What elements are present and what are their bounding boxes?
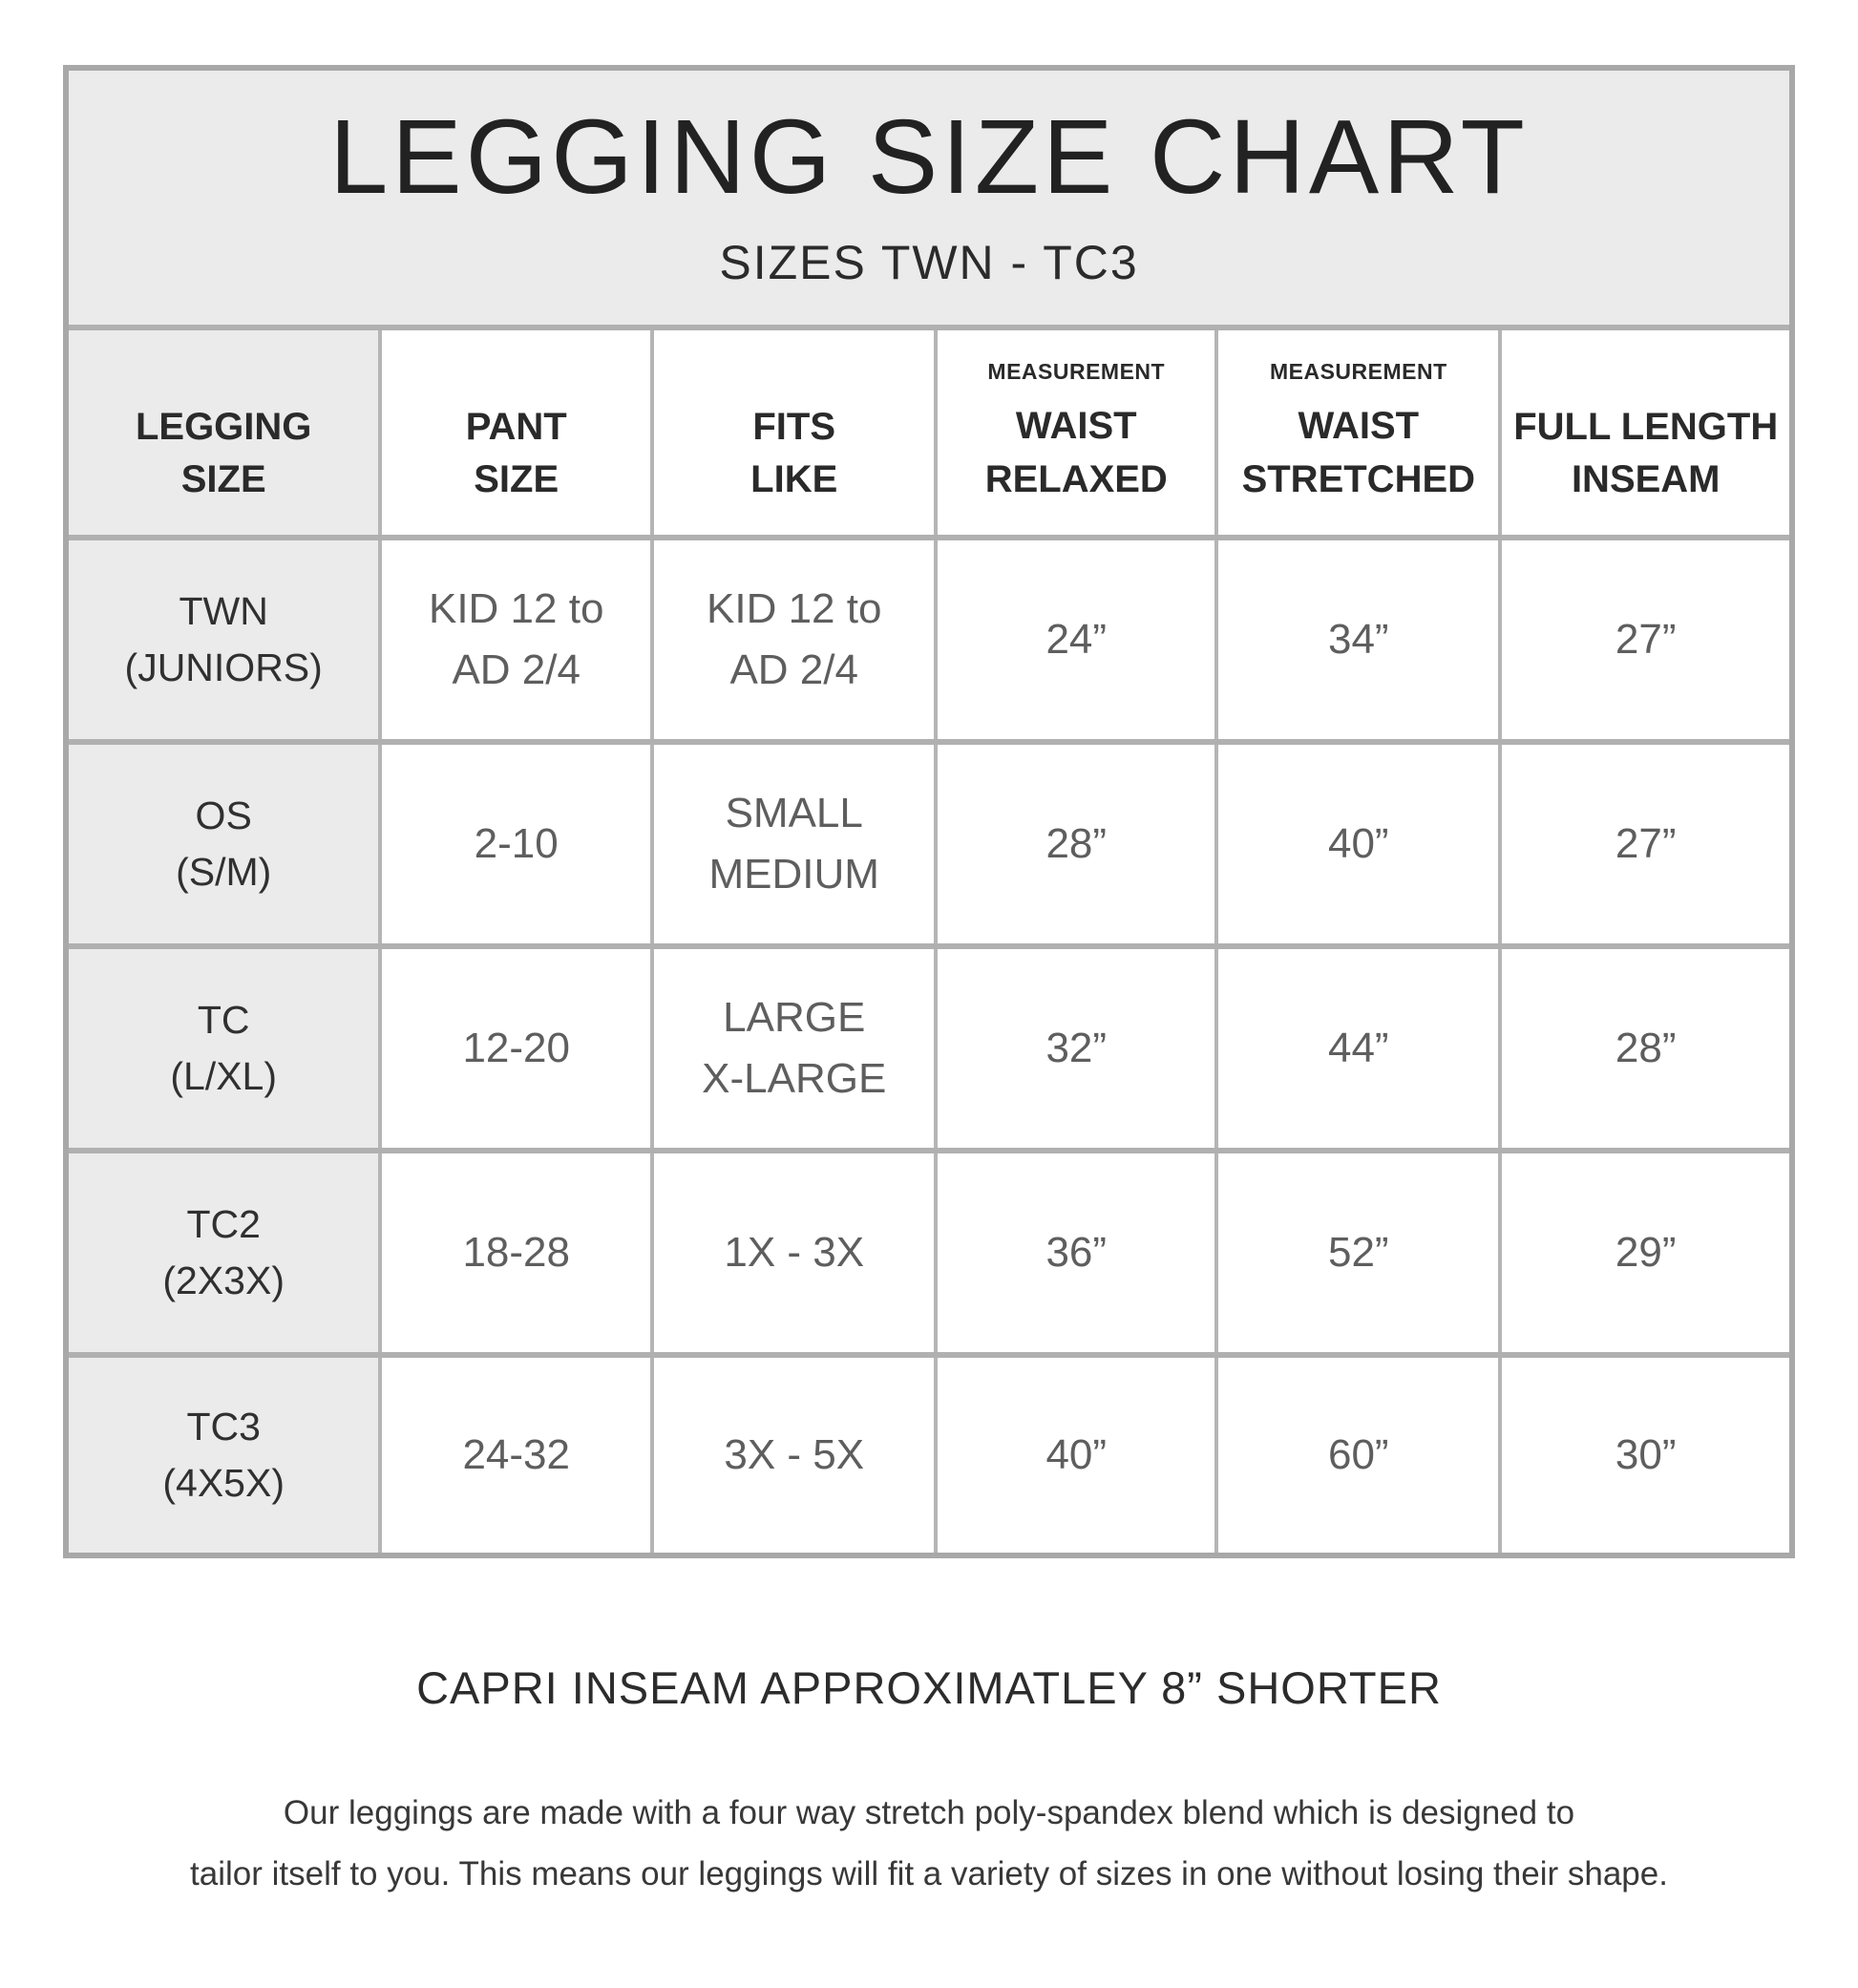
col-header-measurement-label: MEASUREMENT: [1269, 359, 1447, 385]
chart-title: LEGGING SIZE CHART: [329, 98, 1529, 216]
cell-waist-stretched: 52”: [1214, 1153, 1499, 1352]
col-header-full-length-inseam: FULL LENGTH INSEAM: [1498, 330, 1789, 535]
cell-legging-size: OS (S/M): [69, 745, 379, 943]
cell-legging-size: TC2 (2X3X): [69, 1153, 379, 1352]
chart-title-block: LEGGING SIZE CHART SIZES TWN - TC3: [69, 71, 1789, 330]
cell-waist-relaxed: 40”: [934, 1358, 1215, 1553]
cell-full-length-inseam: 27”: [1498, 540, 1789, 739]
footer: CAPRI INSEAM APPROXIMATLEY 8” SHORTER Ou…: [0, 1661, 1858, 1904]
col-header-label: FULL LENGTH INSEAM: [1513, 405, 1779, 500]
cell-full-length-inseam: 29”: [1498, 1153, 1789, 1352]
cell-fits-like: SMALL MEDIUM: [650, 745, 935, 943]
cell-waist-stretched: 44”: [1214, 949, 1499, 1148]
size-chart-card: LEGGING SIZE CHART SIZES TWN - TC3 LEGGI…: [63, 65, 1795, 1558]
cell-waist-relaxed: 36”: [934, 1153, 1215, 1352]
table-row-tc3: TC3 (4X5X) 24-32 3X - 5X 40” 60” 30”: [69, 1352, 1789, 1553]
table-row-twn: TWN (JUNIORS) KID 12 to AD 2/4 KID 12 to…: [69, 535, 1789, 739]
col-header-legging-size: LEGGING SIZE: [69, 330, 379, 535]
cell-fits-like: 1X - 3X: [650, 1153, 935, 1352]
table-row-tc2: TC2 (2X3X) 18-28 1X - 3X 36” 52” 29”: [69, 1148, 1789, 1352]
cell-waist-stretched: 60”: [1214, 1358, 1499, 1553]
cell-pant-size: 2-10: [378, 745, 651, 943]
cell-pant-size: 18-28: [378, 1153, 651, 1352]
fabric-description: Our leggings are made with a four way st…: [190, 1794, 1668, 1893]
cell-pant-size: KID 12 to AD 2/4: [378, 540, 651, 739]
cell-pant-size: 24-32: [378, 1358, 651, 1553]
cell-full-length-inseam: 28”: [1498, 949, 1789, 1148]
col-header-waist-stretched: MEASUREMENT WAIST STRETCHED: [1214, 330, 1499, 535]
cell-legging-size: TWN (JUNIORS): [69, 540, 379, 739]
cell-legging-size: TC3 (4X5X): [69, 1358, 379, 1553]
col-header-label: LEGGING SIZE: [135, 405, 312, 500]
cell-waist-stretched: 34”: [1214, 540, 1499, 739]
col-header-label: WAIST STRETCHED: [1241, 405, 1476, 500]
cell-waist-relaxed: 28”: [934, 745, 1215, 943]
cell-full-length-inseam: 30”: [1498, 1358, 1789, 1553]
cell-waist-stretched: 40”: [1214, 745, 1499, 943]
col-header-fits-like: FITS LIKE: [650, 330, 935, 535]
cell-waist-relaxed: 24”: [934, 540, 1215, 739]
cell-legging-size: TC (L/XL): [69, 949, 379, 1148]
col-header-pant-size: PANT SIZE: [378, 330, 651, 535]
table-header-row: LEGGING SIZE PANT SIZE FITS LIKE MEASURE…: [69, 330, 1789, 535]
cell-full-length-inseam: 27”: [1498, 745, 1789, 943]
col-header-label: WAIST RELAXED: [984, 405, 1168, 500]
chart-subtitle: SIZES TWN - TC3: [719, 236, 1139, 289]
capri-inseam-note: CAPRI INSEAM APPROXIMATLEY 8” SHORTER: [416, 1662, 1442, 1713]
cell-fits-like: LARGE X-LARGE: [650, 949, 935, 1148]
col-header-label: PANT SIZE: [465, 405, 567, 500]
cell-pant-size: 12-20: [378, 949, 651, 1148]
table-row-os: OS (S/M) 2-10 SMALL MEDIUM 28” 40” 27”: [69, 739, 1789, 943]
col-header-label: FITS LIKE: [750, 405, 838, 500]
cell-waist-relaxed: 32”: [934, 949, 1215, 1148]
table-row-tc: TC (L/XL) 12-20 LARGE X-LARGE 32” 44” 28…: [69, 943, 1789, 1148]
cell-fits-like: 3X - 5X: [650, 1358, 935, 1553]
col-header-measurement-label: MEASUREMENT: [987, 359, 1166, 385]
col-header-waist-relaxed: MEASUREMENT WAIST RELAXED: [934, 330, 1215, 535]
cell-fits-like: KID 12 to AD 2/4: [650, 540, 935, 739]
